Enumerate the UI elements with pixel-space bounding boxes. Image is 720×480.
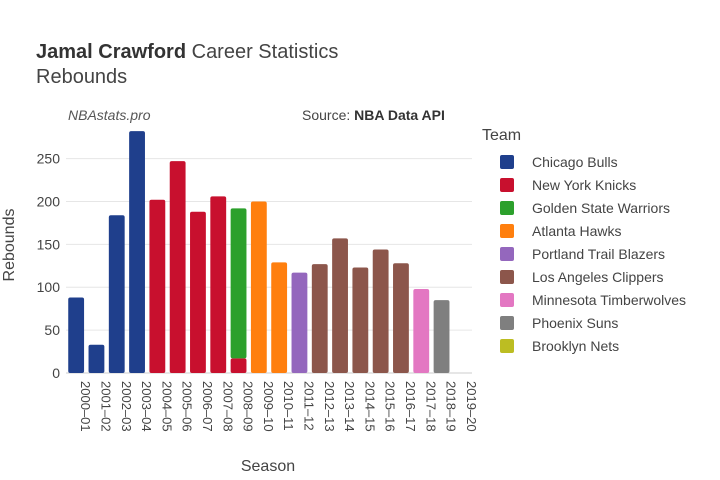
x-tick-label: 2011–12 [301, 381, 316, 431]
x-tick-label: 2015–16 [383, 381, 398, 432]
legend-item[interactable]: Phoenix Suns [500, 311, 686, 334]
x-tick-label: 2003–04 [139, 381, 154, 432]
bar-segment[interactable] [352, 267, 369, 373]
legend-title: Team [482, 127, 522, 144]
y-tick-label: 250 [37, 151, 61, 167]
legend-swatch [500, 315, 514, 330]
bar-segment[interactable] [413, 288, 430, 373]
legend-label: Portland Trail Blazers [532, 245, 666, 262]
title-rest: Career Statistics [186, 41, 339, 63]
x-axis-ticks: 2000–01 2001–02 2002–03 2003–04 2004–05 2005–… [78, 381, 479, 432]
bar-segment[interactable] [129, 131, 145, 373]
x-tick-label: 2012–13 [322, 381, 337, 432]
bar-segment[interactable] [230, 208, 247, 359]
y-tick-label: 150 [37, 236, 61, 252]
legend-item[interactable]: Minnesota Timberwolves [500, 288, 686, 311]
bar-segment[interactable] [433, 300, 450, 373]
source-prefix: Source: [302, 107, 355, 123]
bar-segment[interactable] [149, 199, 166, 373]
legend-swatch [500, 200, 514, 215]
legend-swatch [500, 246, 514, 261]
legend-label: Minnesota Timberwolves [532, 291, 687, 308]
y-tick-label: 50 [44, 322, 60, 338]
title-player: Jamal Crawford [36, 41, 187, 63]
legend-swatch [500, 269, 514, 284]
y-axis-ticks: 0 50 100 150 200 250 [37, 151, 61, 381]
legend-item[interactable]: Atlanta Hawks [500, 219, 686, 242]
legend-item[interactable]: Los Angeles Clippers [500, 265, 686, 288]
legend-swatch [500, 177, 514, 192]
source-name: NBA Data API [354, 107, 445, 123]
y-tick-label: 0 [52, 365, 60, 381]
legend-label: Golden State Warriors [532, 199, 670, 216]
legend-swatch [500, 223, 514, 238]
bar-segment[interactable] [210, 196, 227, 373]
x-tick-label: 2002–03 [119, 381, 134, 432]
x-tick-label: 2000–01 [78, 381, 93, 432]
bar-segment[interactable] [311, 264, 328, 373]
bar-segment[interactable] [372, 249, 389, 373]
bar-segment[interactable] [291, 272, 308, 373]
legend-label: Chicago Bulls [532, 153, 618, 170]
x-tick-label: 2007–08 [220, 381, 235, 432]
x-tick-label: 2005–06 [180, 381, 195, 432]
legend-swatch [500, 154, 514, 169]
legend-item[interactable]: New York Knicks [500, 173, 686, 196]
x-tick-label: 2016–17 [403, 381, 418, 432]
x-tick-label: 2018–19 [444, 381, 459, 432]
legend-item[interactable]: Golden State Warriors [500, 196, 686, 219]
x-tick-label: 2001–02 [98, 381, 113, 432]
y-tick-label: 200 [37, 193, 61, 209]
y-axis-label: Rebounds [1, 209, 18, 282]
x-tick-label: 2008–09 [241, 381, 256, 432]
bar-segment[interactable] [271, 262, 288, 373]
chart-subtitle: Rebounds [36, 66, 128, 88]
x-tick-label: 2019–20 [464, 381, 479, 432]
gridlines [66, 158, 472, 374]
legend-swatch [500, 338, 514, 353]
bar-segment[interactable] [169, 161, 186, 373]
legend-item[interactable]: Portland Trail Blazers [500, 242, 686, 265]
y-tick-label: 100 [37, 279, 61, 295]
bar-segment[interactable] [108, 215, 125, 373]
legend-item[interactable]: Chicago Bulls [500, 150, 686, 173]
x-tick-label: 2017–18 [423, 381, 438, 432]
bar-segment[interactable] [230, 358, 247, 373]
watermark: NBAstats.pro [68, 107, 151, 123]
x-tick-label: 2009–10 [261, 381, 276, 432]
x-tick-label: 2006–07 [200, 381, 215, 432]
x-tick-label: 2013–14 [342, 381, 357, 432]
legend-item[interactable]: Brooklyn Nets [500, 334, 686, 357]
bar-segment[interactable] [250, 201, 267, 373]
legend-label: Los Angeles Clippers [532, 268, 664, 285]
bar-segment[interactable] [190, 211, 206, 373]
x-tick-label: 2004–05 [159, 381, 174, 432]
bar-segment[interactable] [88, 344, 105, 373]
legend: Chicago Bulls New York Knicks Golden State… [500, 150, 686, 357]
bar-segment[interactable] [393, 263, 409, 373]
bars [68, 131, 450, 373]
legend-label: Brooklyn Nets [532, 337, 620, 354]
bar-segment[interactable] [68, 297, 85, 373]
x-tick-label: 2010–11 [281, 381, 296, 431]
chart-title: Jamal Crawford Career Statistics Rebound… [36, 40, 338, 90]
legend-label: Atlanta Hawks [532, 222, 622, 239]
legend-swatch [500, 292, 514, 307]
x-tick-label: 2014–15 [362, 381, 377, 432]
bar-segment[interactable] [332, 238, 348, 373]
legend-label: New York Knicks [532, 176, 637, 193]
source-credit: Source: NBA Data API [302, 107, 445, 123]
legend-label: Phoenix Suns [532, 314, 619, 331]
x-axis-label: Season [241, 458, 295, 475]
